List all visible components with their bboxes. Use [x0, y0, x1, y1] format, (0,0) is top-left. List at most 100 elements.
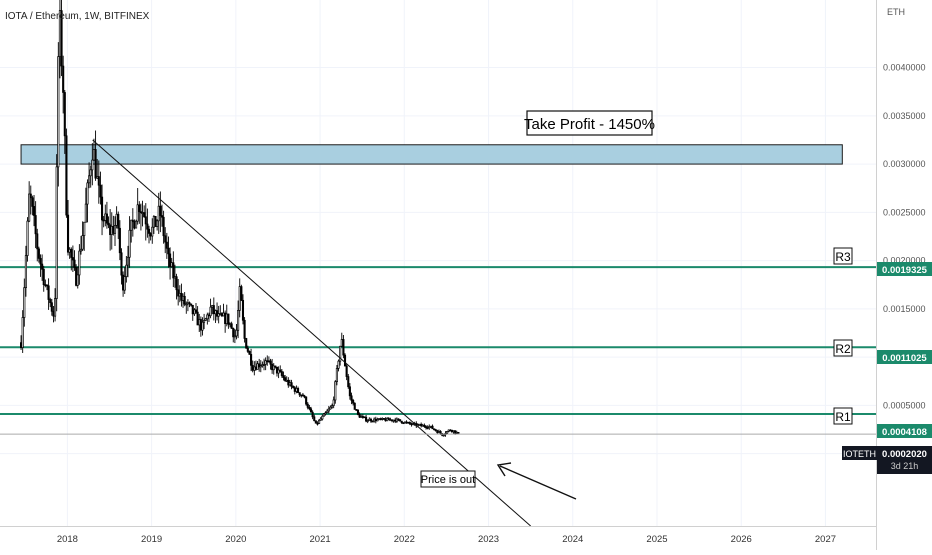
candle-body [198, 319, 201, 326]
candle-body [228, 323, 232, 326]
candle-body [193, 309, 196, 315]
candle-body [269, 360, 272, 365]
candle-body [339, 345, 342, 362]
candle-body [342, 339, 345, 356]
candle-body [97, 176, 100, 186]
candle-body [83, 221, 86, 236]
candle-body [387, 417, 390, 421]
candle-body [156, 220, 159, 227]
candle-body [219, 313, 222, 315]
candle-body [136, 204, 139, 222]
r3-label-box[interactable]: R3 [833, 247, 853, 265]
take-profit-label: Take Profit - 1450% [524, 116, 655, 133]
candle-body [75, 267, 78, 286]
candle-body [421, 424, 424, 427]
candle-body [42, 268, 45, 286]
candle-body [305, 396, 308, 405]
r1-label-box[interactable]: R1 [833, 407, 853, 425]
candle-body [78, 250, 81, 276]
candle-body [128, 229, 131, 258]
candle-body [138, 204, 141, 213]
candle-body [284, 377, 287, 381]
candle-body [457, 431, 460, 434]
candle-body [298, 392, 301, 396]
candle-body [49, 299, 52, 304]
candle-body [188, 302, 191, 305]
candle-body [332, 399, 335, 406]
candle-body [47, 285, 50, 300]
candle-body [366, 420, 369, 422]
candle-body [447, 429, 450, 432]
candle-body [178, 292, 181, 297]
candle-body [369, 418, 372, 422]
candle-body [172, 262, 175, 279]
time-tick-label: 2022 [394, 534, 415, 545]
candle-body [376, 419, 379, 422]
candle-body [424, 426, 428, 428]
candle-body [125, 264, 128, 277]
candle-body [240, 286, 243, 301]
candle-body [434, 429, 437, 432]
candle-body [358, 414, 361, 418]
candle-body [50, 302, 53, 312]
r1-price-tag: 0.0004108 [877, 424, 932, 438]
candle-body [271, 363, 274, 371]
candle-body [52, 310, 55, 317]
resistance-levels [0, 266, 876, 415]
candle-body [117, 213, 120, 229]
candle-body [274, 365, 277, 368]
candle-body [381, 418, 384, 420]
candle-body [251, 364, 254, 371]
candle-body [79, 248, 83, 252]
candle-body [152, 215, 155, 228]
time-axis-ticks[interactable]: 2018 2019 2020 2021 2022 2023 2024 2025 2026 2027 [57, 534, 836, 545]
candle-body [314, 420, 317, 424]
bar-countdown: 3d 21h [891, 461, 919, 471]
candle-body [170, 262, 173, 267]
take-profit-zone[interactable] [20, 144, 843, 165]
candle-body [105, 213, 108, 224]
candle-body [113, 225, 117, 234]
candle-body [154, 215, 157, 227]
take-profit-label-box[interactable]: Take Profit - 1450% [524, 110, 655, 136]
r2-label-box[interactable]: R2 [833, 339, 853, 357]
candle-body [437, 431, 441, 434]
trendline[interactable] [92, 139, 531, 527]
candle-body [65, 135, 68, 216]
candle-body [428, 426, 431, 429]
candle-body [159, 205, 162, 216]
r2-label: R2 [835, 342, 851, 356]
candle-body [259, 365, 262, 368]
candle-body [279, 369, 282, 372]
candle-body [164, 235, 167, 243]
price-is-out-box[interactable]: Price is out [420, 470, 476, 488]
candle-body [206, 314, 209, 320]
candle-body [177, 289, 180, 297]
candle-body [21, 317, 24, 348]
candle-body [118, 227, 121, 254]
candle-body [408, 421, 411, 425]
candle-body [374, 418, 377, 422]
candle-body [322, 413, 326, 417]
candle-body [45, 284, 49, 287]
candle-body [212, 305, 215, 315]
price-tick-label: 0.0035000 [883, 111, 926, 121]
candle-body [395, 418, 398, 422]
candle-body [442, 434, 445, 437]
candle-body [181, 295, 185, 301]
r2-price-tag: 0.0011025 [877, 350, 932, 364]
candle-body [371, 420, 374, 423]
arrow-annotation[interactable] [496, 462, 577, 500]
candle-body [204, 318, 207, 321]
candle-body [264, 360, 267, 365]
candle-body [191, 304, 194, 315]
candle-body [450, 429, 453, 432]
candle-body [446, 431, 449, 434]
candle-body [318, 419, 321, 424]
candle-body [109, 224, 112, 236]
candle-body [454, 430, 457, 434]
candle-body [285, 379, 288, 382]
candle-body [32, 206, 36, 216]
